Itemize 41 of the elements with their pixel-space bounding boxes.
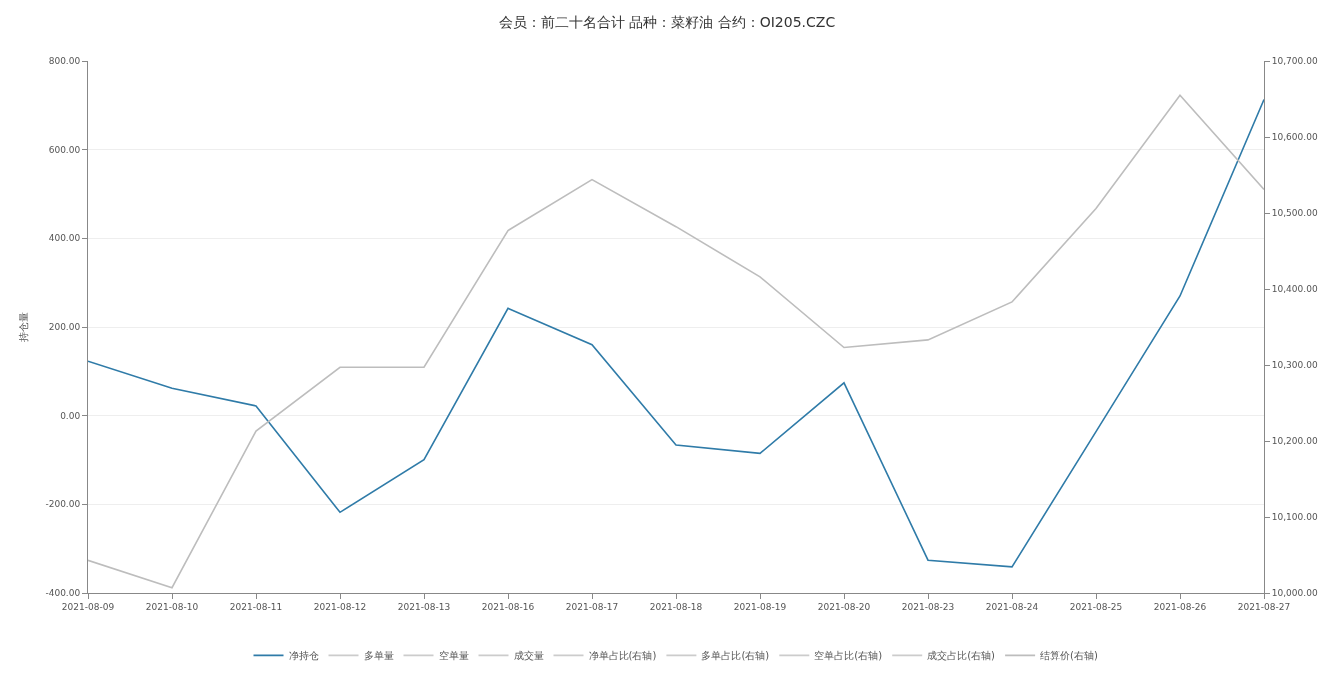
x-tick-label: 2021-08-10	[145, 601, 199, 612]
y-tick-label: -400.00	[45, 588, 81, 599]
y-tick-label: -200.00	[45, 499, 81, 510]
y2-tick-label: 10,700.00	[1271, 56, 1318, 67]
x-tick-label: 2021-08-24	[985, 601, 1039, 612]
x-tick-label: 2021-08-11	[229, 601, 283, 612]
x-tick-label: 2021-08-17	[565, 601, 619, 612]
y2-tick-label: 10,000.00	[1271, 588, 1318, 599]
x-tick-label: 2021-08-16	[481, 601, 535, 612]
y-tick-label: 400.00	[48, 233, 81, 244]
y2-tick-label: 10,300.00	[1271, 360, 1318, 371]
y2-tick-label: 10,600.00	[1271, 132, 1318, 143]
x-tick-label: 2021-08-12	[313, 601, 367, 612]
y-tick-label: 600.00	[48, 144, 81, 155]
x-tick-label: 2021-08-27	[1237, 601, 1291, 612]
legend-label: 净持仓	[288, 650, 319, 662]
y-tick-label: 800.00	[48, 56, 81, 67]
x-tick-label: 2021-08-09	[61, 601, 115, 612]
y-tick-label: 0.00	[60, 410, 81, 421]
y2-tick-label: 10,400.00	[1271, 284, 1318, 295]
x-tick-label: 2021-08-19	[733, 601, 787, 612]
x-tick-label: 2021-08-13	[397, 601, 451, 612]
chart-title: 会员：前二十名合计 品种：菜籽油 合约：OI205.CZC	[498, 13, 836, 30]
x-tick-label: 2021-08-25	[1069, 601, 1123, 612]
legend-label: 空单占比(右轴)	[814, 650, 883, 662]
y2-tick-label: 10,100.00	[1271, 512, 1318, 523]
legend-label: 多单占比(右轴)	[701, 650, 770, 662]
x-tick-label: 2021-08-20	[817, 601, 871, 612]
legend-label: 结算价(右轴)	[1040, 650, 1099, 662]
x-tick-label: 2021-08-26	[1153, 601, 1207, 612]
x-tick-label: 2021-08-23	[901, 601, 955, 612]
y-tick-label: 200.00	[48, 322, 81, 333]
legend-label: 空单量	[438, 650, 469, 662]
y2-tick-label: 10,500.00	[1271, 208, 1318, 219]
x-tick-label: 2021-08-18	[649, 601, 703, 612]
y2-tick-label: 10,200.00	[1271, 436, 1318, 447]
legend-label: 多单量	[363, 650, 394, 662]
legend-label: 成交量	[513, 650, 544, 662]
y-axis-title: 持仓量	[18, 312, 30, 342]
legend-label: 净单占比(右轴)	[588, 650, 657, 662]
legend-label: 成交占比(右轴)	[927, 650, 996, 662]
